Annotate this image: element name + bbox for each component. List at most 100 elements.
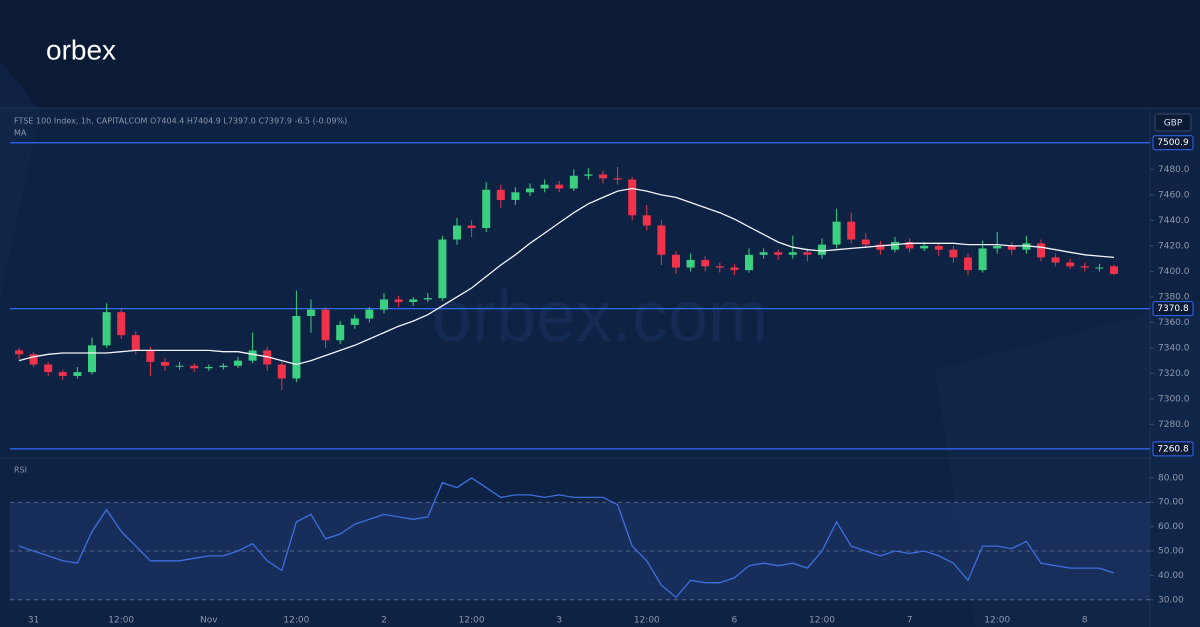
candle-body	[730, 267, 739, 271]
candle-body	[540, 184, 549, 189]
y-tick-label: 7280.0	[1158, 420, 1190, 430]
candle-body	[847, 221, 856, 240]
candle-body	[920, 245, 929, 249]
candle-body	[350, 318, 359, 325]
x-tick-label: Nov	[200, 616, 218, 626]
series-line	[18, 477, 1115, 599]
level-label-box	[1152, 135, 1194, 151]
y-tick-label: 7300.0	[1158, 394, 1190, 404]
y-tick-label: 7440.0	[1158, 216, 1190, 226]
candle-body	[161, 361, 169, 366]
level-label: 7260.8	[1157, 444, 1189, 454]
candle-body	[44, 364, 53, 373]
x-tick-label: 12:00	[809, 616, 835, 626]
candle-body	[438, 239, 447, 299]
candle-body	[58, 372, 67, 376]
candle-body	[496, 189, 505, 200]
x-tick-label: 12:00	[108, 616, 134, 626]
x-tick-label: 12:00	[984, 616, 1010, 626]
candle-body	[1095, 267, 1104, 269]
x-tick-label: 31	[28, 616, 39, 626]
x-tick-label: 3	[556, 616, 562, 626]
x-tick-label: 12:00	[459, 616, 485, 626]
candle-body	[1037, 243, 1045, 258]
candle-body	[102, 312, 111, 346]
candle-body	[307, 309, 315, 317]
y-tick-label: 7360.0	[1158, 318, 1190, 328]
candle-body	[672, 254, 680, 268]
candle-body	[949, 249, 958, 258]
y-tick-label: 70.00	[1158, 498, 1184, 508]
candle-body	[964, 257, 972, 271]
candle-body	[803, 252, 812, 255]
candle-body	[365, 309, 374, 319]
candle-body	[234, 360, 242, 366]
candle-body	[248, 350, 257, 361]
y-tick-label: 7460.0	[1158, 190, 1190, 200]
candle-body	[511, 192, 520, 200]
x-tick-label: 8	[1082, 616, 1088, 626]
y-tick-label: 80.00	[1158, 473, 1184, 483]
x-tick-label: 7	[907, 616, 913, 626]
candle-body	[905, 242, 914, 249]
candle-body	[453, 225, 461, 240]
candle-body	[891, 242, 899, 250]
candle-body	[88, 345, 96, 373]
candle-body	[832, 221, 841, 245]
candle-body	[15, 350, 23, 355]
symbol-title: FTSE 100 Index, 1h, CAPITALCOM	[14, 117, 148, 126]
candle-body	[978, 248, 987, 271]
candle-body	[204, 367, 213, 369]
candle-body	[1007, 245, 1016, 250]
y-tick-label: 7380.0	[1158, 292, 1190, 302]
candle-body	[715, 266, 724, 268]
candle-body	[467, 225, 476, 229]
currency: GBP	[1164, 119, 1183, 129]
y-tick-label: 60.00	[1158, 522, 1184, 532]
candle-body	[73, 372, 82, 376]
level-label-box	[1152, 441, 1194, 457]
candle-body	[131, 335, 140, 351]
candle-body	[394, 299, 403, 302]
logo: orbex	[46, 34, 116, 65]
legend-entry: MA	[14, 129, 27, 138]
candle-body	[146, 350, 155, 362]
candle-body	[745, 254, 753, 271]
candle-body	[701, 259, 710, 267]
candle-body	[1080, 266, 1089, 268]
candle-body	[117, 312, 126, 336]
candle-body	[1051, 257, 1060, 263]
candle-body	[175, 365, 184, 367]
candle-body	[423, 298, 432, 300]
level-label-box	[1152, 301, 1194, 317]
y-tick-label: 7340.0	[1158, 343, 1190, 353]
x-tick-label: 2	[381, 616, 387, 626]
candle-body	[657, 225, 666, 255]
x-tick-label: 12:00	[283, 616, 309, 626]
x-tick-label: 12:00	[634, 616, 660, 626]
candle-body	[642, 215, 651, 226]
y-tick-label: 30.00	[1158, 595, 1184, 605]
candle-body	[219, 365, 228, 368]
y-tick-label: 40.00	[1158, 571, 1184, 581]
y-tick-label: 7480.0	[1158, 165, 1190, 175]
level-label: 7370.8	[1157, 304, 1189, 314]
candle-body	[29, 354, 38, 365]
candle-body	[584, 174, 593, 176]
candle-body	[380, 299, 388, 310]
candle-body	[861, 239, 870, 245]
candle-body	[482, 189, 491, 229]
watermark: orbex.com	[432, 277, 768, 357]
series-line	[18, 187, 1115, 366]
y-tick-label: 7420.0	[1158, 241, 1190, 251]
legend-entry: RSI	[14, 466, 27, 475]
candle-body	[993, 245, 1002, 249]
candle-body	[759, 252, 768, 255]
candle-body	[336, 324, 345, 341]
candle-body	[409, 299, 418, 302]
x-tick-label: 6	[732, 616, 738, 626]
y-tick-label: 7320.0	[1158, 369, 1190, 379]
candle-body	[277, 364, 286, 379]
candle-body	[934, 245, 943, 250]
